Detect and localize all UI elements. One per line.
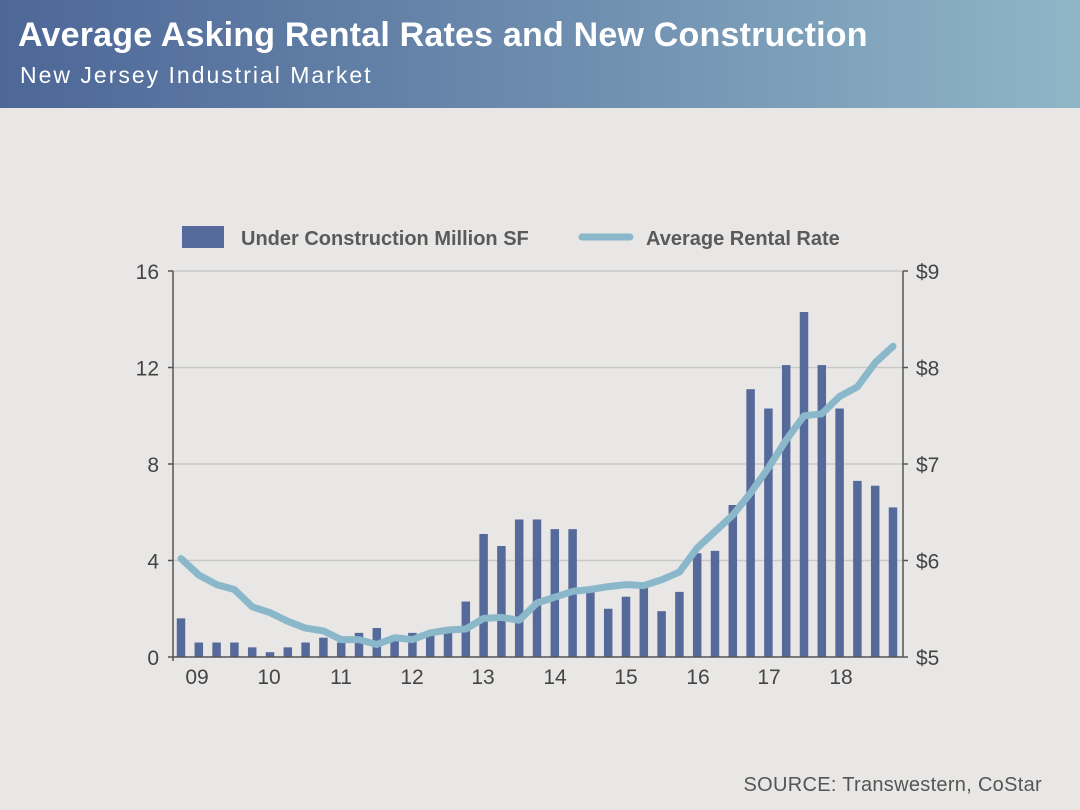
bar-9 xyxy=(336,642,346,657)
legend: Under Construction Million SF Average Re… xyxy=(182,226,840,250)
y-right-tick-label-4: $9 xyxy=(916,261,939,284)
bar-8 xyxy=(319,637,328,657)
bar-30 xyxy=(710,550,720,657)
y-right-tick-label-3: $8 xyxy=(916,358,939,381)
bar-21 xyxy=(550,529,560,657)
bar-13 xyxy=(408,632,417,657)
tick-labels: 0 4 8 12 16 $5 $6 $7 $8 $9 09 10 11 12 13 14 15 16 17 18 xyxy=(136,261,940,689)
y-left-tick-label-3: 12 xyxy=(136,358,159,381)
y-left-tick-label-4: 16 xyxy=(136,261,159,284)
bar-26 xyxy=(639,587,649,657)
bar-35 xyxy=(799,312,809,657)
legend-line-label: Average Rental Rate xyxy=(646,228,840,250)
bar-36 xyxy=(817,365,827,657)
rental-rate-line xyxy=(177,342,897,648)
bar-18 xyxy=(497,546,506,657)
y-left-tick-label-2: 8 xyxy=(147,454,159,477)
bar-32 xyxy=(746,389,755,657)
x-tick-label-9: 18 xyxy=(829,666,852,689)
bar-0 xyxy=(176,618,186,657)
x-tick-label-4: 13 xyxy=(471,666,494,689)
bar-38 xyxy=(853,480,862,657)
x-tick-label-3: 12 xyxy=(400,666,423,689)
y-right-tick-label-1: $6 xyxy=(916,551,939,574)
line-series xyxy=(177,342,897,648)
bar-19 xyxy=(514,519,524,657)
bar-27 xyxy=(657,611,666,657)
bar-25 xyxy=(621,596,631,657)
x-tick-label-5: 14 xyxy=(543,666,567,689)
bar-12 xyxy=(390,637,399,657)
bar-31 xyxy=(728,505,738,657)
chart-area: 0 4 8 12 16 $5 $6 $7 $8 $9 09 10 11 12 13 14 15 16 17 18 Un… xyxy=(136,226,940,689)
bar-2 xyxy=(212,642,221,657)
x-tick-label-7: 16 xyxy=(686,666,709,689)
bar-24 xyxy=(603,608,613,657)
x-tick-label-0: 09 xyxy=(185,666,208,689)
legend-bar-label: Under Construction Million SF xyxy=(241,228,529,250)
bar-3 xyxy=(230,642,239,657)
chart-subtitle: New Jersey Industrial Market xyxy=(20,62,373,88)
bar-33 xyxy=(764,408,773,657)
bar-39 xyxy=(870,485,880,657)
bar-37 xyxy=(835,408,844,657)
bar-29 xyxy=(692,553,702,657)
bar-1 xyxy=(194,642,204,657)
bar-14 xyxy=(425,632,435,657)
bar-34 xyxy=(781,365,791,657)
x-tick-label-6: 15 xyxy=(614,666,637,689)
bar-15 xyxy=(443,630,453,657)
grid-lines xyxy=(173,270,903,562)
y-right-tick-label-2: $7 xyxy=(916,454,939,477)
y-left-tick-label-1: 4 xyxy=(147,551,159,574)
bar-17 xyxy=(479,533,488,657)
bar-5 xyxy=(265,652,275,657)
bar-23 xyxy=(586,589,595,657)
bar-6 xyxy=(283,647,293,657)
legend-bar-swatch xyxy=(182,226,224,248)
y-left-tick-label-0: 0 xyxy=(147,647,159,670)
chart-title: Average Asking Rental Rates and New Cons… xyxy=(18,16,868,54)
bar-4 xyxy=(247,647,257,657)
bar-10 xyxy=(354,632,364,657)
bar-7 xyxy=(301,642,310,657)
bar-20 xyxy=(532,519,542,657)
source-note: SOURCE: Transwestern, CoStar xyxy=(743,774,1042,796)
bar-series xyxy=(176,312,898,657)
x-tick-label-1: 10 xyxy=(257,666,280,689)
bar-28 xyxy=(675,591,684,657)
bar-40 xyxy=(888,507,898,657)
axes xyxy=(168,270,908,661)
chart-header: Average Asking Rental Rates and New Cons… xyxy=(0,0,1080,108)
x-tick-label-8: 17 xyxy=(757,666,780,689)
y-right-tick-label-0: $5 xyxy=(916,647,939,670)
x-tick-label-2: 11 xyxy=(330,666,352,689)
